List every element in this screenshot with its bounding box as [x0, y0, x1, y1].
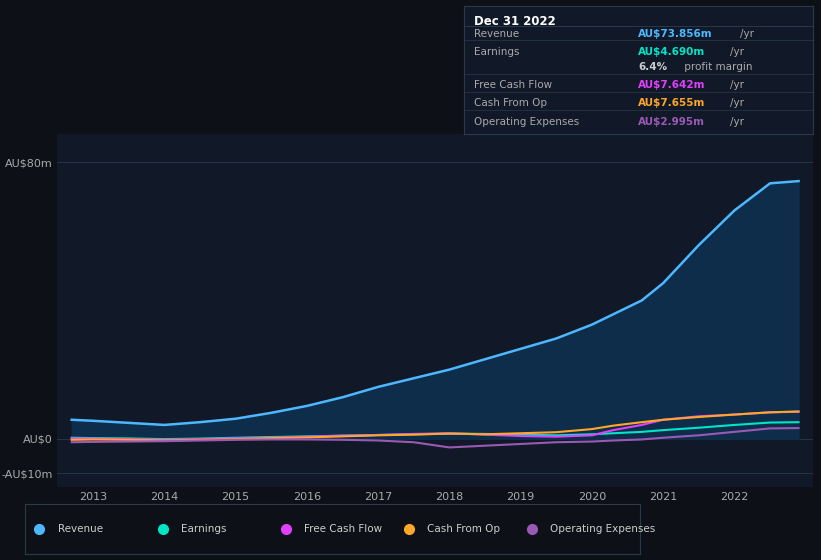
Text: /yr: /yr [730, 81, 744, 91]
Text: AU$4.690m: AU$4.690m [639, 47, 705, 57]
Text: /yr: /yr [730, 116, 744, 127]
Text: Operating Expenses: Operating Expenses [475, 116, 580, 127]
Text: AU$7.642m: AU$7.642m [639, 81, 706, 91]
Text: /yr: /yr [730, 99, 744, 109]
Text: Cash From Op: Cash From Op [475, 99, 548, 109]
Text: Earnings: Earnings [181, 524, 227, 534]
Text: Revenue: Revenue [57, 524, 103, 534]
Text: /yr: /yr [730, 47, 744, 57]
Text: Free Cash Flow: Free Cash Flow [305, 524, 383, 534]
Text: AU$7.655m: AU$7.655m [639, 99, 706, 109]
Text: Dec 31 2022: Dec 31 2022 [475, 15, 556, 27]
Text: Free Cash Flow: Free Cash Flow [475, 81, 553, 91]
Text: Revenue: Revenue [475, 29, 520, 39]
Text: 6.4%: 6.4% [639, 62, 667, 72]
Text: AU$2.995m: AU$2.995m [639, 116, 705, 127]
Text: profit margin: profit margin [681, 62, 752, 72]
Text: Earnings: Earnings [475, 47, 520, 57]
Text: Cash From Op: Cash From Op [428, 524, 500, 534]
Text: Operating Expenses: Operating Expenses [551, 524, 656, 534]
Text: AU$73.856m: AU$73.856m [639, 29, 713, 39]
Text: /yr: /yr [740, 29, 754, 39]
